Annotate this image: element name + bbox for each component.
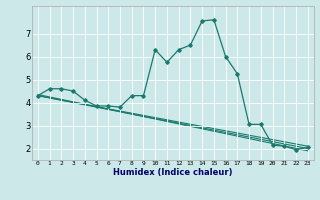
X-axis label: Humidex (Indice chaleur): Humidex (Indice chaleur) (113, 168, 233, 177)
